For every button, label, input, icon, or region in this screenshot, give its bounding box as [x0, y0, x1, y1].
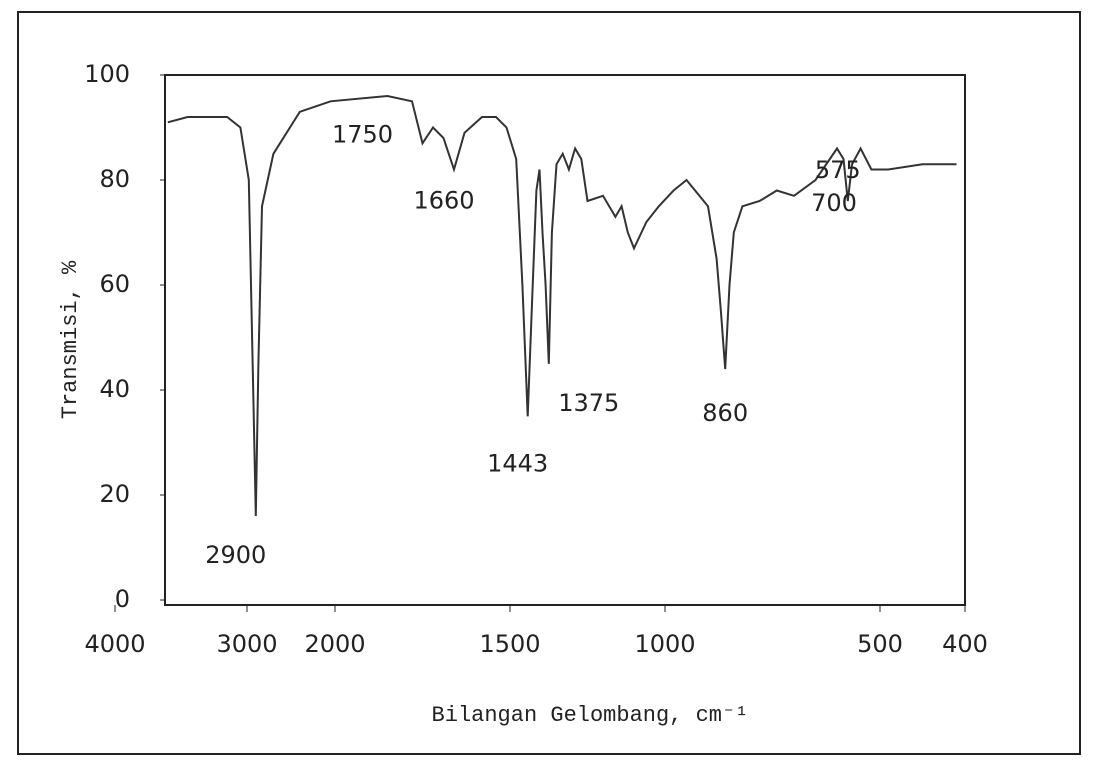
y-tick-label: 40 — [99, 375, 130, 403]
y-tick-label: 60 — [99, 270, 130, 298]
x-tick-label: 4000 — [84, 630, 145, 658]
x-tick-label: 400 — [942, 630, 988, 658]
peak-label: 1443 — [487, 449, 548, 477]
peak-label: 700 — [811, 189, 857, 217]
peak-label: 1660 — [413, 187, 474, 215]
peak-label: 1375 — [558, 389, 619, 417]
page-border — [18, 12, 1080, 754]
peak-label: 575 — [815, 156, 861, 184]
y-tick-label: 100 — [84, 60, 130, 88]
x-tick-label: 500 — [857, 630, 903, 658]
peak-label: 2900 — [205, 541, 266, 569]
peak-label: 860 — [702, 399, 748, 427]
y-tick-label: 0 — [115, 585, 130, 613]
chart: Transmisi, % Bilangan Gelombang, cm⁻¹ 0 2… — [0, 0, 1093, 772]
x-tick-label: 1500 — [479, 630, 540, 658]
x-axis-label: Bilangan Gelombang, cm⁻¹ — [432, 703, 749, 728]
plot-frame — [165, 75, 965, 605]
y-axis-label: Transmisi, % — [58, 260, 83, 419]
y-tick-label: 80 — [99, 165, 130, 193]
x-tick-label: 3000 — [216, 630, 277, 658]
x-tick-label: 2000 — [304, 630, 365, 658]
y-tick-label: 20 — [99, 480, 130, 508]
peak-label: 1750 — [332, 120, 393, 148]
x-tick-label: 1000 — [634, 630, 695, 658]
